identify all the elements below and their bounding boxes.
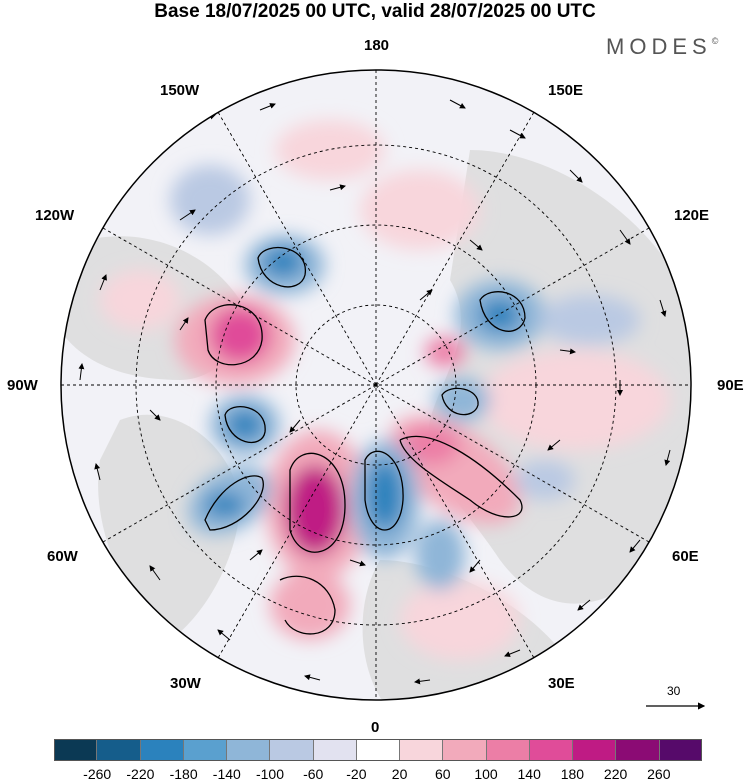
- colorbar-tick-label: 100: [474, 766, 498, 782]
- colorbar-segment: [97, 739, 141, 761]
- colorbar-segment: [529, 739, 574, 761]
- lon-label-30w: 30W: [170, 675, 201, 692]
- lon-label-180: 180: [364, 37, 390, 54]
- colorbar-tick-label: 220: [603, 766, 628, 782]
- anomaly-field: [100, 120, 670, 660]
- lon-label-60e: 60E: [672, 548, 699, 565]
- colorbar-segment: [400, 739, 444, 761]
- colorbar-segment: [313, 739, 357, 761]
- contours: [204, 246, 526, 635]
- colorbar-tick-label: 180: [560, 766, 585, 782]
- lon-label-90e: 90E: [717, 377, 744, 394]
- colorbar-tick-label: -140: [212, 766, 241, 782]
- colorbar-segment: [659, 739, 702, 761]
- colorbar-tick-label: -60: [303, 766, 324, 782]
- lon-label-150e: 150E: [548, 82, 584, 99]
- colorbar-segment: [443, 739, 487, 761]
- colorbar-segment: [54, 739, 98, 761]
- colorbar: [54, 739, 702, 761]
- lon-label-150w: 150W: [160, 82, 200, 99]
- lon-label-120w: 120W: [35, 207, 75, 224]
- lon-label-90w: 90W: [7, 377, 38, 394]
- colorbar-segment: [573, 739, 617, 761]
- colorbar-segment: [616, 739, 660, 761]
- lon-label-120e: 120E: [674, 207, 710, 224]
- colorbar-tick-label: -180: [169, 766, 198, 782]
- colorbar-segment: [183, 739, 228, 761]
- vector-scale-label: 30: [667, 684, 681, 698]
- colorbar-segment: [270, 739, 314, 761]
- map-disk: [61, 70, 691, 700]
- colorbar-tick-label: 140: [517, 766, 541, 782]
- colorbar-tick-label: 20: [391, 766, 408, 782]
- graticule: [61, 70, 691, 700]
- colorbar-tick-label: 260: [647, 766, 671, 782]
- lon-label-60w: 60W: [47, 548, 78, 565]
- colorbar-segment: [140, 739, 184, 761]
- brand-logo: MODES©: [606, 34, 719, 59]
- colorbar-segment: [227, 739, 271, 761]
- lon-label-30e: 30E: [548, 675, 575, 692]
- map-frame: [60, 69, 692, 701]
- colorbar-tick-label: -260: [83, 766, 112, 782]
- colorbar-segment: [356, 739, 401, 761]
- colorbar-segment: [486, 739, 530, 761]
- colorbar-tick-label: -220: [126, 766, 155, 782]
- colorbar-tick-label: -20: [346, 766, 367, 782]
- colorbar-tick-label: -100: [255, 766, 285, 782]
- colorbar-tick-label: 60: [435, 766, 451, 782]
- map-title: Base 18/07/2025 00 UTC, valid 28/07/2025…: [154, 1, 596, 22]
- lon-label-0: 0: [371, 719, 380, 736]
